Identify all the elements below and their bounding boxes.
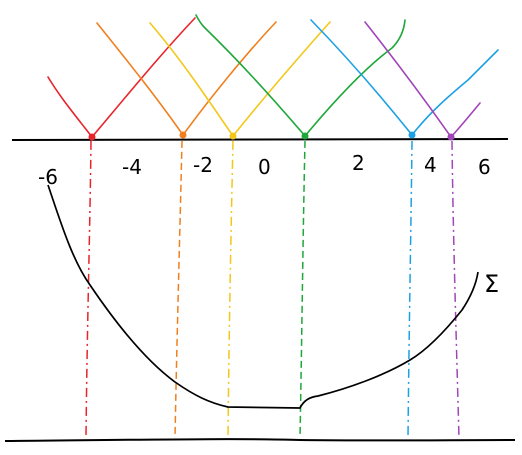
cone-right-orange [182,21,277,136]
drop-line-blue [407,140,413,439]
tick-label-neg2: -2 [193,153,213,177]
tick-label-neg4: -4 [122,155,142,179]
main-axis [11,138,509,141]
cone-left-yellow [149,22,234,137]
drop-line-orange [174,140,183,439]
tick-label-neg6: -6 [38,165,58,189]
sigma-label: Σ [484,270,499,298]
cone-left-red [47,76,93,138]
drop-line-yellow [227,140,234,439]
drop-line-red [85,140,92,439]
cone-left-blue [310,19,413,136]
drop-line-purple [451,140,460,439]
cone-right-red [91,17,196,138]
cone-left-orange [96,22,184,136]
source-point-orange [179,131,187,139]
source-point-blue [408,131,416,139]
cone-right-yellow [232,21,331,137]
bottom-baseline [4,438,516,442]
source-yellow [149,21,331,439]
source-point-yellow [229,132,237,140]
source-purple [364,21,481,439]
cone-right-purple [450,102,481,138]
cone-left-purple [364,21,452,138]
tick-label-2: 2 [352,151,365,175]
source-red [47,17,196,439]
source-green [195,14,406,439]
cone-right-blue [411,49,499,136]
source-blue [310,19,499,439]
sigma-curve [47,184,479,409]
drop-line-green [299,140,306,439]
source-point-green [301,132,309,140]
source-point-purple [447,133,455,141]
source-orange [96,21,277,439]
cone-right-green [304,19,406,137]
cone-left-green [195,14,306,137]
tick-label-6: 6 [478,155,491,179]
source-point-red [88,133,96,141]
tick-label-4: 4 [424,153,437,177]
tick-label-0: 0 [258,155,271,179]
